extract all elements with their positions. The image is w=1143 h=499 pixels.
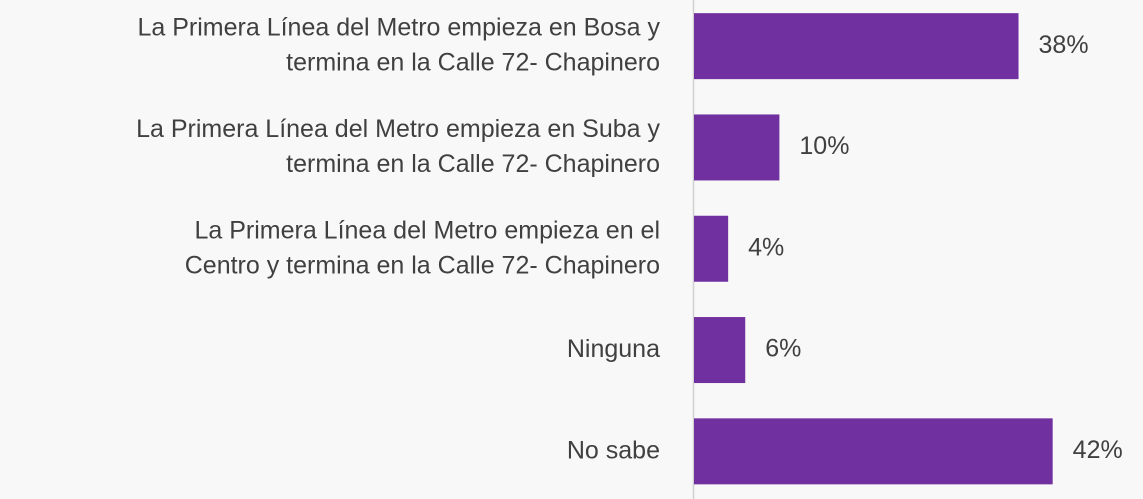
data-label: 10% [799,132,849,160]
bar [694,418,1053,485]
category-label: No sabe [567,436,660,464]
bar [694,317,746,384]
data-label: 4% [748,233,784,261]
bar [694,114,780,181]
category-label: Ninguna [567,335,660,363]
category-label: La Primera Línea del Metro empieza en Su… [136,115,660,178]
data-label: 6% [765,335,801,363]
data-label: 42% [1073,436,1123,464]
category-label: La Primera Línea del Metro empieza en el… [185,216,660,279]
bar [694,215,729,282]
data-label: 38% [1039,31,1089,59]
bar [694,13,1019,80]
category-label: La Primera Línea del Metro empieza en Bo… [138,13,661,76]
